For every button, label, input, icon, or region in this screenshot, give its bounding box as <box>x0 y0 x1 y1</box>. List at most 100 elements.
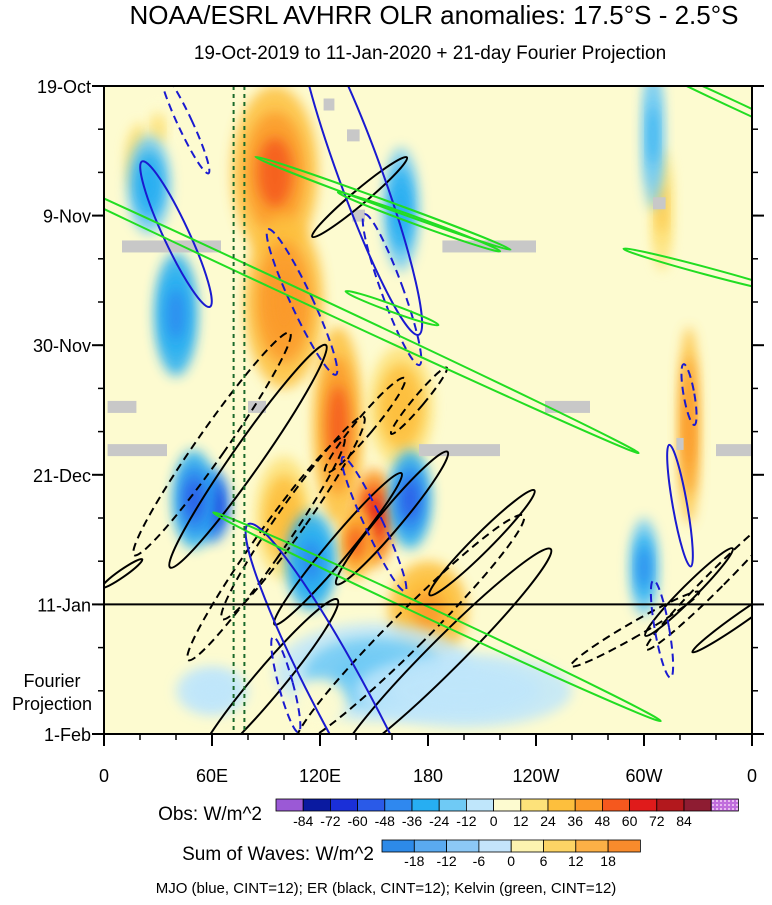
obs-colorbar-label: 60 <box>622 813 638 829</box>
anomaly-blob <box>197 680 227 701</box>
obs-colorbar-box <box>438 798 467 812</box>
missing-data-segment <box>107 444 167 457</box>
anomaly-feature <box>388 450 432 549</box>
mjo-contour <box>265 228 339 376</box>
er-contour <box>691 580 752 654</box>
obs-colorbar-label: 72 <box>649 813 665 829</box>
mjo-contour <box>296 86 424 336</box>
x-axis: 0 60E 120E 180 120W 60W 0 <box>99 734 757 786</box>
missing-data-segment <box>419 444 500 457</box>
waves-colorbar-box <box>575 839 609 853</box>
anomaly-blob <box>412 590 444 631</box>
er-contour <box>168 343 328 569</box>
obs-colorbar-box <box>710 798 739 812</box>
x-tick-label: 0 <box>747 766 757 786</box>
missing-data-segment <box>442 240 536 253</box>
missing-data-segment <box>323 98 335 111</box>
y-tick-label: 30-Nov <box>33 336 91 356</box>
kelvin-contour <box>344 289 440 327</box>
y-tick-label: 19-Oct <box>37 77 91 97</box>
anomaly-feature <box>678 326 700 525</box>
anomaly-feature <box>629 518 659 617</box>
mjo-contour <box>159 86 211 175</box>
waves-colorbar-title: Sum of Waves: W/m^2 <box>182 844 374 865</box>
obs-colorbar-box <box>602 798 631 812</box>
anomaly-blob <box>167 289 185 340</box>
wave-contours <box>104 86 752 734</box>
anomaly-feature <box>154 252 198 377</box>
waves-colorbar-box <box>413 839 447 853</box>
obs-colorbar-label: 36 <box>567 813 583 829</box>
x-tick-label: 60W <box>625 766 662 786</box>
obs-colorbar-box <box>384 798 413 812</box>
waves-colorbar-label: -18 <box>404 853 424 869</box>
er-contour <box>569 590 701 668</box>
waves-colorbar-box <box>446 839 480 853</box>
anomaly-feature <box>172 450 216 549</box>
er-contour <box>334 450 450 586</box>
anomaly-feature <box>176 666 248 716</box>
waves-colorbar-label: 6 <box>540 853 548 869</box>
waves-colorbar-label: -12 <box>436 853 456 869</box>
mjo-contour <box>666 443 694 568</box>
er-contour <box>132 331 292 557</box>
mjo-contour <box>139 160 213 309</box>
er-contour <box>186 436 346 662</box>
x-tick-label: 60E <box>196 766 228 786</box>
missing-data-segment <box>653 197 666 210</box>
kelvin-contour <box>104 112 640 455</box>
anomaly-blob <box>638 547 650 588</box>
anomaly-feature <box>127 135 171 235</box>
obs-colorbar-label: -36 <box>402 813 422 829</box>
waves-colorbar-label: 18 <box>600 853 616 869</box>
y-tick-label: 1-Feb <box>44 725 91 745</box>
missing-data-segment <box>716 444 752 457</box>
obs-colorbar-box <box>629 798 658 812</box>
anomaly-blob <box>268 267 300 337</box>
waves-colorbar-box <box>607 839 641 853</box>
anomaly-blob <box>684 385 694 465</box>
x-tick-label: 0 <box>99 766 109 786</box>
obs-colorbar-box <box>656 798 685 812</box>
anomaly-field <box>125 86 700 728</box>
anomaly-blob <box>648 105 658 165</box>
anomaly-feature <box>231 86 319 259</box>
er-contour <box>428 488 536 597</box>
waves-colorbar-box <box>543 839 577 853</box>
obs-colorbar-box <box>547 798 576 812</box>
y-tick-label: 11-Jan <box>37 595 91 615</box>
kelvin-contour <box>622 247 752 295</box>
obs-colorbar-box <box>329 798 358 812</box>
anomaly-blob <box>272 493 296 543</box>
obs-colorbar-label: 0 <box>490 813 498 829</box>
kelvin-contour <box>212 511 662 723</box>
anomaly-blob <box>185 479 203 520</box>
obs-colorbar: Obs: W/m^2 -84 -72 -60 -48 -36 -24 -12 0 12 24 36 4… <box>158 798 739 829</box>
obs-colorbar-box <box>520 798 549 812</box>
obs-colorbar-label: 84 <box>676 813 692 829</box>
obs-colorbar-label: -48 <box>375 813 395 829</box>
anomaly-blob <box>657 184 667 235</box>
reference-lines <box>232 86 246 734</box>
obs-colorbar-box <box>411 798 440 812</box>
anomaly-blob <box>327 385 349 465</box>
anomaly-blob <box>401 479 419 520</box>
obs-colorbar-label: -24 <box>429 813 449 829</box>
er-contour <box>104 558 144 590</box>
projection-label-line1: Fourier <box>23 671 80 691</box>
waves-colorbar-label: -6 <box>473 853 486 869</box>
anomaly-blob <box>257 137 293 207</box>
kelvin-contour <box>336 191 502 253</box>
obs-colorbar-box <box>302 798 331 812</box>
obs-colorbar-box <box>683 798 712 812</box>
waves-colorbar-box <box>510 839 544 853</box>
obs-colorbar-label: -72 <box>320 813 340 829</box>
er-contour <box>389 366 449 436</box>
er-contour <box>311 156 409 239</box>
missing-data-segment <box>545 400 590 413</box>
missing-data-segment <box>676 437 684 450</box>
anomaly-feature <box>244 215 324 389</box>
er-contour <box>323 376 407 475</box>
obs-colorbar-title: Obs: W/m^2 <box>158 804 262 825</box>
x-tick-label: 120W <box>512 766 559 786</box>
